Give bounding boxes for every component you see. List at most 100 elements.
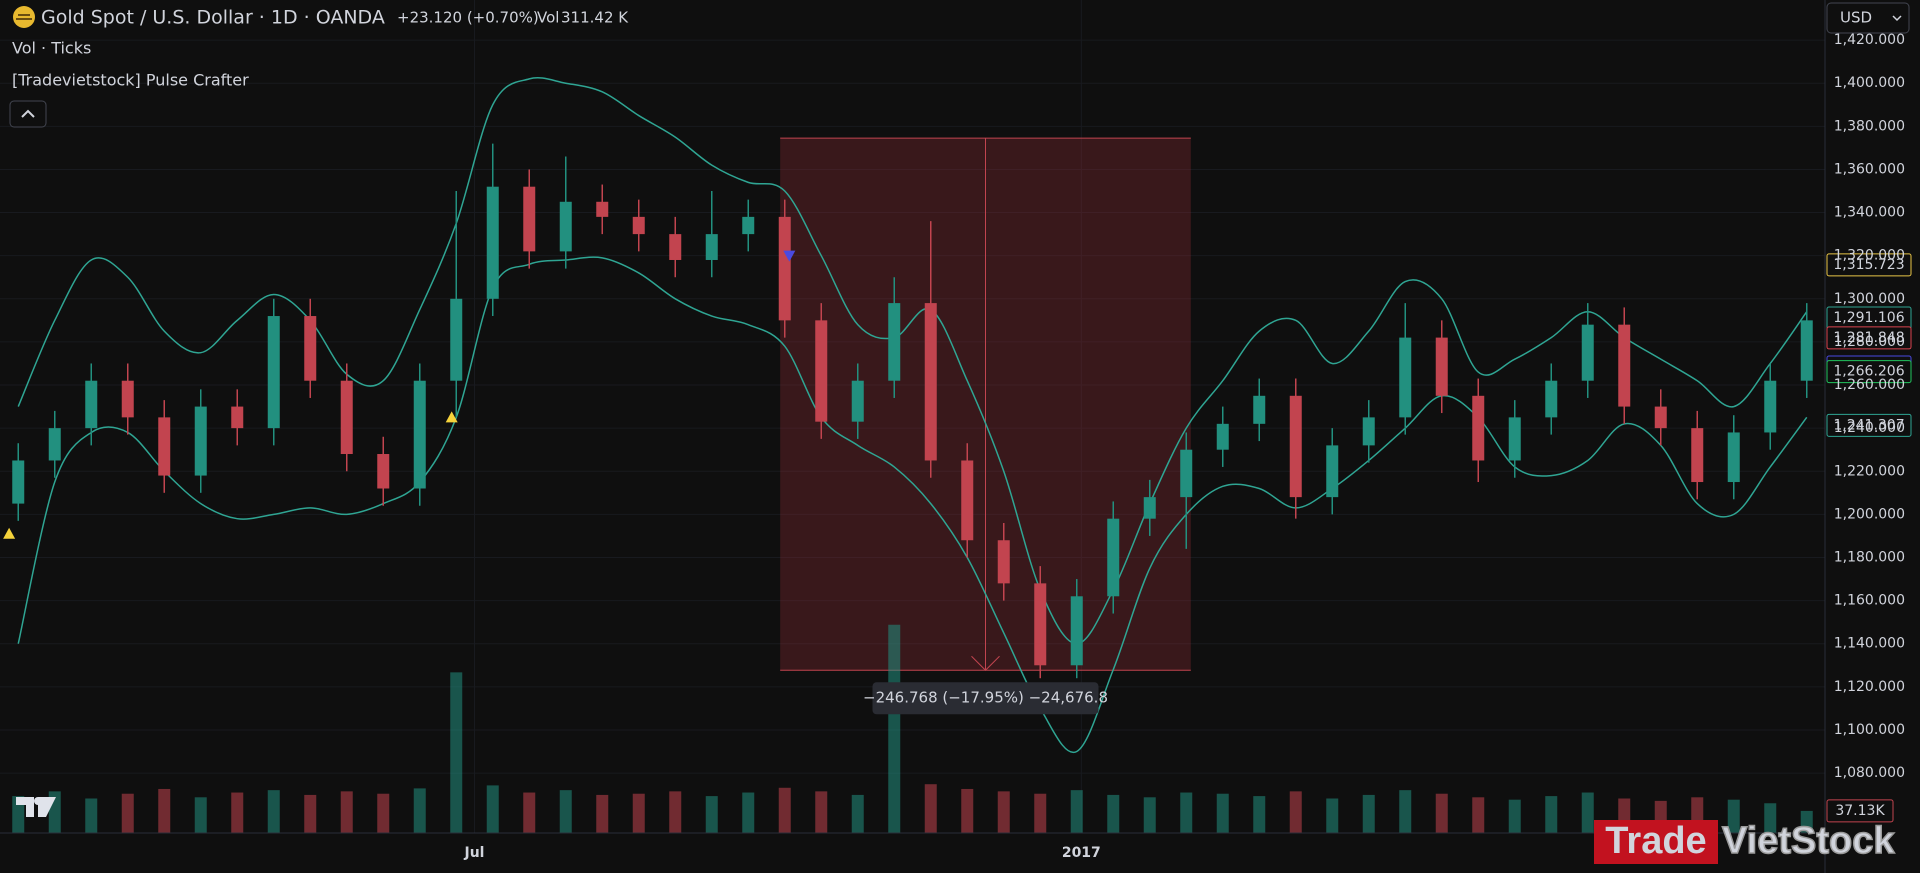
volume-bar (1362, 794, 1375, 833)
volume-bar (194, 797, 207, 833)
volume-bar (377, 793, 390, 833)
candle-body (1435, 337, 1448, 396)
y-tick-label: 1,180.000 (1834, 549, 1905, 565)
price-tag-label: 1,281.848 (1833, 330, 1904, 346)
indicator-legend[interactable]: [Tradevietstock] Pulse Crafter (12, 71, 249, 90)
candle-body (997, 540, 1010, 584)
candle-body (1362, 417, 1375, 446)
candle-body (1472, 395, 1485, 461)
candle-body (1691, 428, 1704, 483)
currency-dropdown-icon (1892, 15, 1902, 22)
candle-body (1545, 380, 1558, 418)
candle-body (486, 186, 499, 299)
volume-bar (778, 787, 791, 833)
candle-body (85, 380, 98, 429)
volume-bar (559, 790, 572, 833)
candle-body (121, 380, 134, 418)
y-tick-label: 1,080.000 (1834, 765, 1905, 781)
volume-bar (1472, 797, 1485, 833)
candle-body (961, 460, 974, 541)
volume-bar (1508, 799, 1521, 833)
candle-body (1727, 432, 1740, 483)
volume-bar (12, 796, 25, 833)
volume-bar (340, 791, 353, 833)
candle-body (1253, 395, 1266, 424)
signal-marker (3, 527, 16, 539)
indicator-legend[interactable]: Vol · Ticks (12, 39, 91, 58)
volume-bar (267, 790, 280, 833)
symbol-title[interactable]: Gold Spot / U.S. Dollar · 1D · OANDA (41, 7, 385, 29)
price-tag-label: 1,241.307 (1833, 417, 1904, 433)
y-tick-label: 1,140.000 (1834, 636, 1905, 652)
candle-body (778, 216, 791, 321)
tv-logo[interactable] (16, 797, 56, 817)
volume-bar (1216, 793, 1229, 833)
candle-body (267, 316, 280, 429)
signal-marker (445, 411, 458, 423)
y-tick-label: 1,400.000 (1834, 75, 1905, 91)
candle-body (815, 320, 828, 422)
volume-bar (1764, 803, 1777, 833)
volume-bar (231, 792, 244, 833)
y-tick-label: 1,360.000 (1834, 161, 1905, 177)
candle-body (1289, 395, 1302, 498)
volume-bar (888, 624, 901, 833)
candle-body (1326, 445, 1339, 498)
price-tag (1826, 253, 1912, 277)
volume-bar (1581, 792, 1594, 833)
y-tick-label: 1,100.000 (1834, 722, 1905, 738)
y-tick-label: 1,300.000 (1834, 291, 1905, 307)
volume-bar (924, 784, 937, 833)
volume-bar (486, 785, 499, 833)
candle-body (340, 380, 353, 455)
candle-body (1399, 337, 1412, 418)
candle-body (450, 298, 463, 381)
measure-label: −246.768 (−17.95%) −24,676.8 (863, 689, 1108, 707)
currency-label: USD (1840, 9, 1872, 27)
price-tag-label: 1,315.723 (1833, 257, 1904, 273)
volume-value: 311.42 K (561, 9, 629, 27)
y-tick-label: 1,220.000 (1834, 463, 1905, 479)
volume-bar (997, 791, 1010, 833)
candle-body (596, 201, 609, 217)
candle-body (888, 303, 901, 381)
volume-bar (815, 791, 828, 833)
candle-body (559, 201, 572, 252)
volume-bar (851, 794, 864, 833)
watermark-text: Trade (1605, 820, 1706, 862)
y-tick-label: 1,160.000 (1834, 593, 1905, 609)
volume-bar (1253, 796, 1266, 833)
volume-bar (669, 791, 682, 833)
collapse-icon (21, 109, 35, 118)
price-tag-label: 1,291.106 (1833, 310, 1904, 326)
volume-bar (961, 788, 974, 833)
candle-body (1034, 583, 1047, 666)
volume-bar (304, 794, 317, 833)
candle-body (1107, 518, 1120, 597)
volume-bar (523, 792, 536, 833)
candle-body (1180, 449, 1193, 498)
symbol-icon (13, 6, 35, 28)
candle-body (48, 428, 61, 461)
candle-body (1800, 320, 1813, 381)
price-tag (1826, 326, 1912, 350)
candle-body (413, 380, 426, 489)
candle-body (705, 234, 718, 260)
price-tag (1826, 413, 1912, 437)
volume-bar (1727, 799, 1740, 833)
overlay: −246.768 (−17.95%) −24,676.8 1,315.723 1,2… (863, 253, 1912, 823)
candle-body (523, 186, 536, 252)
candle-body (194, 406, 207, 476)
currency-button[interactable] (1826, 2, 1910, 34)
volume-bar (1034, 793, 1047, 833)
collapse-button[interactable] (9, 100, 47, 128)
candle-body (924, 303, 937, 461)
tv-logo-dot (34, 797, 42, 805)
volume-bar (1800, 810, 1813, 833)
volume-bar (450, 672, 463, 833)
x-tick-label: 2017 (1062, 845, 1101, 861)
watermark-text: VietStock (1722, 820, 1895, 862)
